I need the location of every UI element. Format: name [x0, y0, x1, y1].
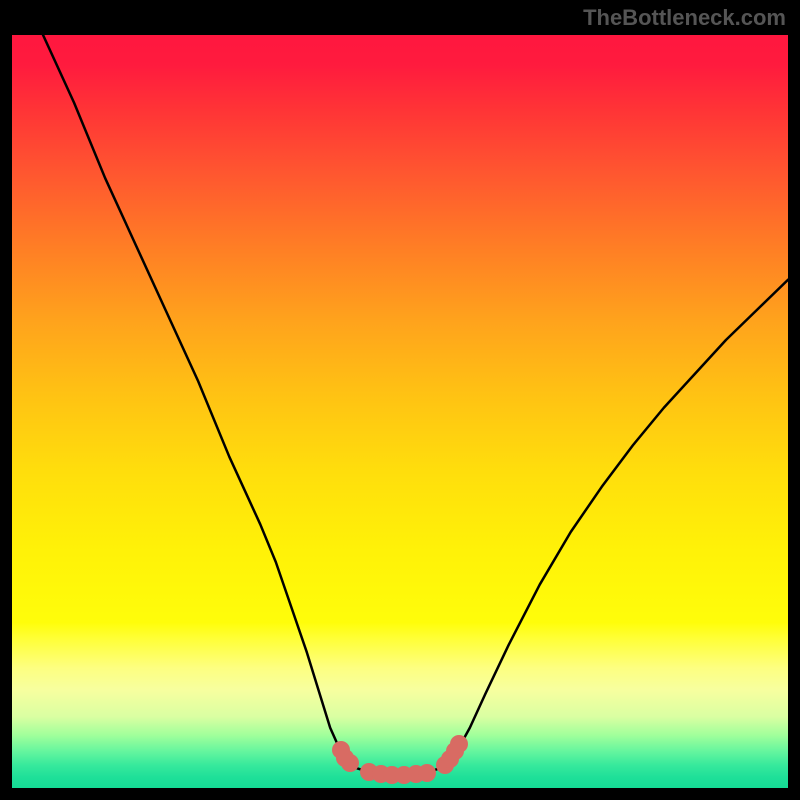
watermark-text: TheBottleneck.com — [583, 5, 786, 31]
plot-area — [12, 35, 788, 788]
curve-marker — [450, 735, 468, 753]
chart-svg — [12, 35, 788, 788]
bottleneck-curve-line — [43, 35, 788, 775]
curve-marker — [418, 764, 436, 782]
curve-marker — [341, 754, 359, 772]
